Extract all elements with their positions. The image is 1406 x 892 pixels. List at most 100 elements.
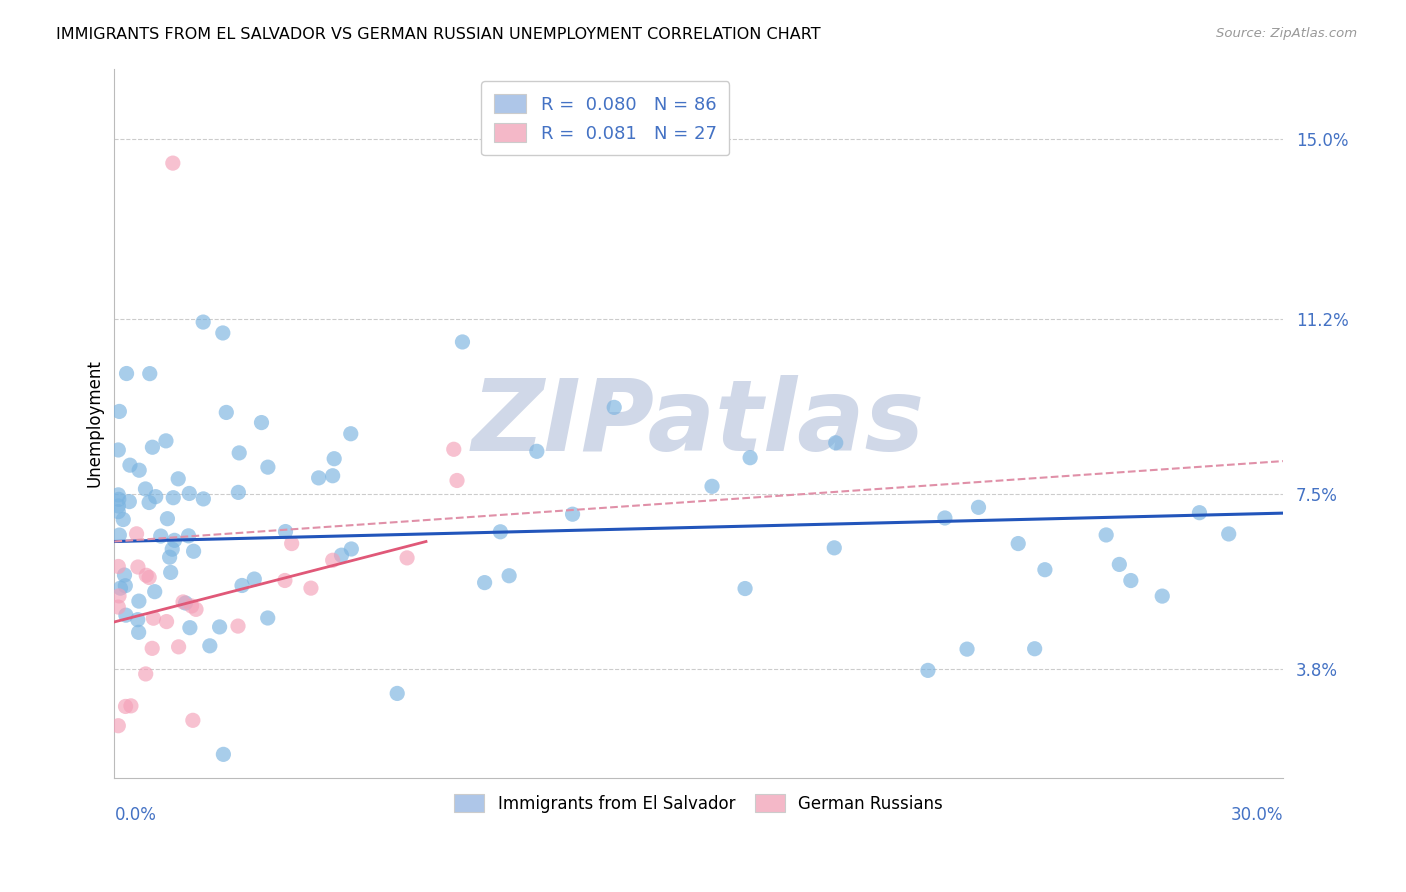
Point: [184, 602, 207, 616]
Point: [322, 468, 344, 483]
Point: [120, 698, 142, 713]
Text: 30.0%: 30.0%: [1230, 806, 1282, 824]
Point: [191, 315, 214, 329]
Point: [135, 568, 157, 582]
Point: [208, 620, 231, 634]
Point: [215, 405, 238, 419]
Point: [159, 550, 181, 565]
Point: [139, 367, 162, 381]
Point: [163, 533, 186, 548]
Point: [155, 615, 177, 629]
Point: [107, 559, 129, 574]
Point: [167, 640, 190, 654]
Point: [526, 444, 548, 458]
Point: [299, 581, 322, 595]
Point: [138, 570, 160, 584]
Point: [156, 511, 179, 525]
Point: [1152, 589, 1174, 603]
Point: [1024, 641, 1046, 656]
Point: [127, 560, 149, 574]
Point: [1218, 527, 1240, 541]
Point: [956, 642, 979, 657]
Point: [603, 401, 626, 415]
Point: [107, 600, 129, 615]
Point: [443, 442, 465, 457]
Point: [256, 611, 278, 625]
Point: [115, 367, 138, 381]
Point: [474, 575, 496, 590]
Point: [159, 566, 181, 580]
Point: [115, 608, 138, 623]
Point: [181, 714, 204, 728]
Legend: Immigrants from El Salvador, German Russians: Immigrants from El Salvador, German Russ…: [447, 788, 950, 820]
Point: [274, 524, 297, 539]
Point: [162, 156, 184, 170]
Point: [112, 512, 135, 526]
Point: [823, 541, 845, 555]
Point: [226, 619, 249, 633]
Point: [179, 621, 201, 635]
Point: [114, 568, 136, 582]
Point: [243, 572, 266, 586]
Y-axis label: Unemployment: Unemployment: [86, 359, 103, 487]
Point: [561, 507, 583, 521]
Point: [128, 625, 150, 640]
Point: [212, 747, 235, 762]
Point: [489, 524, 512, 539]
Point: [193, 491, 215, 506]
Point: [934, 511, 956, 525]
Point: [396, 550, 419, 565]
Point: [128, 594, 150, 608]
Point: [141, 440, 163, 454]
Point: [339, 426, 361, 441]
Point: [183, 544, 205, 558]
Point: [1119, 574, 1142, 588]
Point: [280, 536, 302, 550]
Point: [700, 479, 723, 493]
Point: [967, 500, 990, 515]
Text: 0.0%: 0.0%: [114, 806, 156, 824]
Point: [322, 553, 344, 567]
Point: [107, 719, 129, 733]
Point: [143, 584, 166, 599]
Point: [128, 463, 150, 477]
Point: [114, 579, 136, 593]
Point: [211, 326, 233, 340]
Point: [160, 542, 183, 557]
Point: [135, 667, 157, 681]
Point: [138, 495, 160, 509]
Point: [145, 490, 167, 504]
Point: [107, 488, 129, 502]
Point: [167, 472, 190, 486]
Point: [1095, 528, 1118, 542]
Point: [110, 581, 132, 595]
Point: [177, 529, 200, 543]
Point: [142, 611, 165, 625]
Point: [228, 446, 250, 460]
Point: [114, 699, 136, 714]
Point: [917, 664, 939, 678]
Point: [118, 494, 141, 508]
Point: [1188, 506, 1211, 520]
Text: Source: ZipAtlas.com: Source: ZipAtlas.com: [1216, 27, 1357, 40]
Point: [446, 474, 468, 488]
Point: [155, 434, 177, 448]
Text: IMMIGRANTS FROM EL SALVADOR VS GERMAN RUSSIAN UNEMPLOYMENT CORRELATION CHART: IMMIGRANTS FROM EL SALVADOR VS GERMAN RU…: [56, 27, 821, 42]
Point: [108, 589, 131, 603]
Point: [180, 599, 202, 613]
Point: [172, 595, 194, 609]
Text: ZIPatlas: ZIPatlas: [472, 375, 925, 472]
Point: [231, 578, 253, 592]
Point: [451, 334, 474, 349]
Point: [108, 528, 131, 542]
Point: [134, 482, 156, 496]
Point: [257, 460, 280, 475]
Point: [198, 639, 221, 653]
Point: [149, 529, 172, 543]
Point: [387, 686, 409, 700]
Point: [323, 451, 346, 466]
Point: [330, 548, 353, 562]
Point: [1033, 563, 1056, 577]
Point: [308, 471, 330, 485]
Point: [118, 458, 141, 473]
